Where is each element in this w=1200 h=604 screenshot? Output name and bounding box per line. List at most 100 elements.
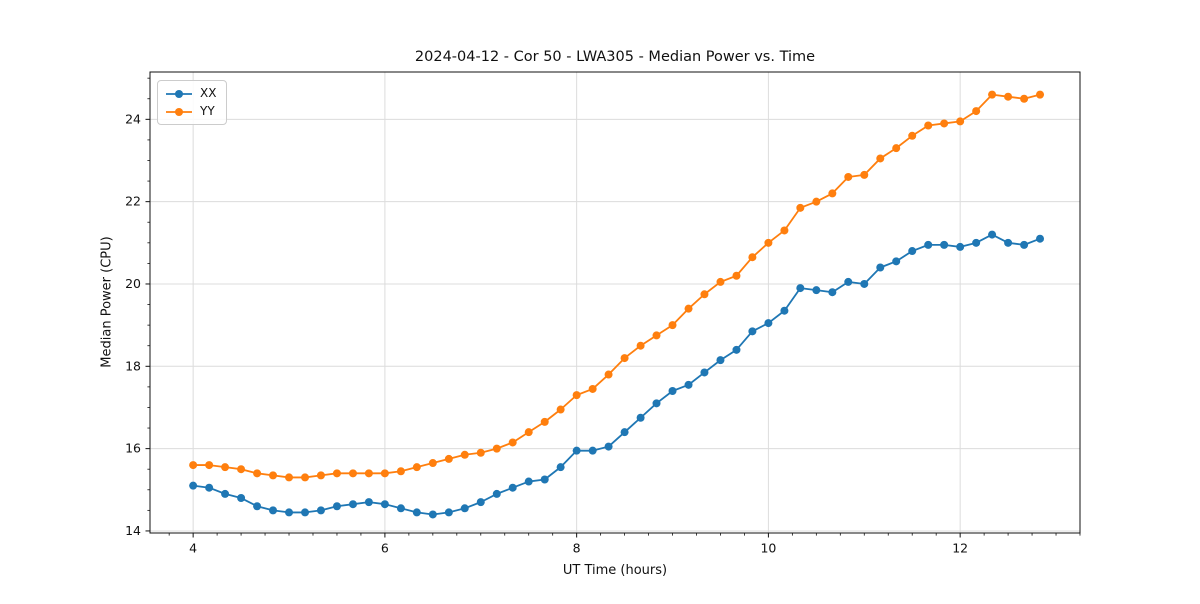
y-tick-label: 18 [125, 358, 141, 373]
data-point [748, 327, 757, 336]
data-point [348, 469, 357, 478]
data-point [237, 494, 246, 503]
data-point [700, 368, 709, 377]
data-point [716, 356, 725, 365]
y-tick-label: 16 [125, 441, 141, 456]
data-point [364, 498, 373, 507]
data-point [700, 290, 709, 299]
data-point [780, 306, 789, 315]
data-point [508, 483, 517, 492]
y-axis-ticks: 14 16 18 20 22 24 [125, 77, 150, 538]
data-point [476, 448, 485, 457]
data-point [1020, 240, 1029, 249]
data-point [572, 446, 581, 455]
legend-item-yy: YY [165, 104, 216, 119]
data-point [301, 473, 310, 482]
data-point [1020, 94, 1029, 103]
data-point [444, 454, 453, 463]
data-point [876, 154, 885, 163]
series-xx [189, 230, 1045, 519]
legend-item-xx: XX [165, 86, 216, 101]
data-point [524, 428, 533, 437]
data-point [844, 277, 853, 286]
data-point [380, 500, 389, 509]
data-point [285, 473, 294, 482]
data-point [764, 238, 773, 247]
data-point [860, 279, 869, 288]
data-point [636, 341, 645, 350]
data-point [205, 461, 214, 470]
data-point [332, 502, 341, 511]
data-point [636, 413, 645, 422]
data-point [476, 498, 485, 507]
data-point [348, 500, 357, 509]
data-point [732, 345, 741, 354]
x-tick-label: 6 [381, 541, 389, 556]
data-point [556, 463, 565, 472]
data-point [189, 461, 198, 470]
data-point [380, 469, 389, 478]
data-point [796, 203, 805, 212]
data-point [301, 508, 310, 517]
data-point [940, 119, 949, 128]
x-tick-label: 8 [573, 541, 581, 556]
data-point [588, 446, 597, 455]
data-point [972, 238, 981, 247]
data-point [492, 444, 501, 453]
data-point [316, 471, 325, 480]
data-point [285, 508, 294, 517]
data-point [620, 428, 629, 437]
data-point [572, 391, 581, 400]
data-point [253, 469, 262, 478]
data-point [460, 450, 469, 459]
data-point [588, 384, 597, 393]
y-axis-label: Median Power (CPU) [99, 236, 115, 368]
data-point [253, 502, 262, 511]
data-point [956, 242, 965, 251]
y-tick-label: 24 [125, 111, 141, 126]
data-point [668, 321, 677, 330]
data-point [189, 481, 198, 490]
data-point [332, 469, 341, 478]
plot-frame [149, 71, 1081, 534]
data-point [556, 405, 565, 414]
x-tick-label: 4 [189, 541, 197, 556]
data-point [812, 197, 821, 206]
chart-title: 2024-04-12 - Cor 50 - LWA305 - Median Po… [414, 49, 816, 65]
data-point [908, 247, 917, 256]
data-point [716, 277, 725, 286]
data-point [924, 121, 933, 130]
data-point [221, 463, 230, 472]
data-point [748, 253, 757, 262]
data-point [428, 510, 437, 519]
data-point [988, 90, 997, 99]
data-point [412, 463, 421, 472]
data-point [828, 189, 837, 198]
data-point [508, 438, 517, 447]
data-point [540, 475, 549, 484]
data-point [428, 459, 437, 468]
y-tick-label: 20 [125, 276, 141, 291]
legend-line-marker-icon [166, 89, 192, 98]
data-point [269, 471, 278, 480]
data-point [316, 506, 325, 515]
data-point [684, 304, 693, 313]
data-point [444, 508, 453, 517]
data-point [876, 263, 885, 272]
data-point [1036, 90, 1045, 99]
data-point [396, 467, 405, 476]
x-tick-label: 12 [952, 541, 968, 556]
data-point [412, 508, 421, 517]
data-point [1036, 234, 1045, 243]
data-point [844, 172, 853, 181]
data-point [604, 442, 613, 451]
data-point [540, 417, 549, 426]
data-point [812, 286, 821, 295]
data-point [364, 469, 373, 478]
data-point [237, 465, 246, 474]
x-tick-label: 10 [760, 541, 776, 556]
data-point [492, 489, 501, 498]
data-point [221, 489, 230, 498]
